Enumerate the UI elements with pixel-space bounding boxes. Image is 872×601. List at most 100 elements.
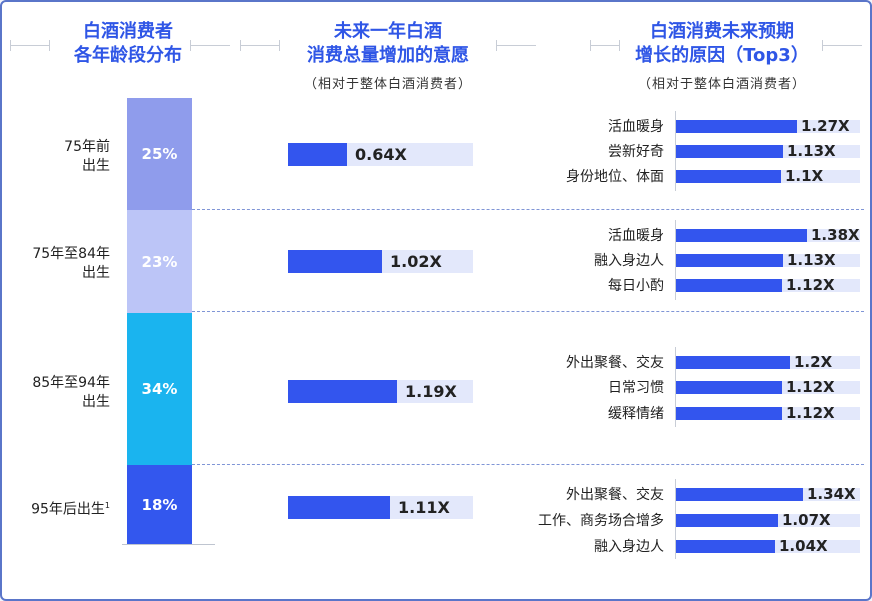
row-separator — [192, 464, 864, 465]
reason-label: 缓释情绪 — [608, 406, 664, 422]
reason-bar-track: 1.12X — [676, 276, 860, 294]
reason-axis-line — [675, 347, 676, 427]
intent-value-label: 1.02X — [390, 252, 442, 271]
reason-value-label: 1.12X — [786, 276, 835, 294]
reason-value-label: 1.27X — [801, 117, 850, 135]
reason-axis-line — [675, 479, 676, 559]
reason-label: 每日小酌 — [608, 278, 664, 294]
title-decoration-right-2 — [496, 40, 536, 51]
reason-bar-track: 1.34X — [676, 485, 860, 503]
intent-value-label: 0.64X — [355, 145, 407, 164]
reason-bar — [676, 120, 797, 133]
reason-value-label: 1.38X — [811, 226, 860, 244]
reason-value-label: 1.1X — [785, 167, 824, 185]
age-group-label: 75年至84年 出生 — [32, 245, 110, 283]
consumption-intent-title-line1: 未来一年白酒 — [334, 21, 442, 42]
reason-bar-track: 1.1X — [676, 167, 860, 185]
consumption-intent-title-line2: 消费总量增加的意愿 — [307, 45, 469, 66]
row-separator — [192, 311, 864, 312]
age-distribution-title: 白酒消费者 各年龄段分布 — [42, 20, 214, 68]
intent-bar-track: 1.02X — [288, 250, 473, 273]
reason-bar — [676, 540, 775, 553]
reason-bar — [676, 145, 783, 158]
age-share-label: 23% — [141, 252, 178, 271]
reason-label: 外出聚餐、交友 — [566, 355, 664, 371]
title-decoration-right-1 — [190, 40, 230, 51]
age-group-label: 95年后出生1 — [31, 496, 110, 520]
age-group-label-line: 95年后出生 — [31, 501, 105, 518]
reason-bar-track: 1.2X — [676, 353, 860, 371]
reason-bar — [676, 229, 807, 242]
intent-value-label: 1.11X — [398, 498, 450, 517]
age-bar-segment: 34% — [127, 313, 192, 465]
reason-value-label: 1.07X — [782, 511, 831, 529]
title-decoration-left-3 — [590, 40, 620, 51]
consumption-intent-subtitle: （相对于整体白酒消费者） — [303, 77, 472, 92]
intent-bar-track: 1.11X — [288, 496, 473, 519]
age-group-label-line: 出生 — [82, 158, 110, 174]
age-share-label: 25% — [141, 145, 178, 163]
age-group-label-line: 出生 — [82, 265, 110, 281]
growth-reasons-title-line2: 增长的原因（Top3） — [635, 45, 809, 66]
age-bar-segment: 18% — [127, 465, 192, 544]
row-separator — [192, 209, 864, 210]
reason-bar — [676, 279, 782, 292]
growth-reasons-title: 白酒消费未来预期 增长的原因（Top3） — [602, 20, 842, 68]
reason-bar-track: 1.12X — [676, 404, 860, 422]
growth-reasons-title-line1: 白酒消费未来预期 — [650, 21, 794, 42]
age-group-label-line: 75年至84年 — [32, 246, 110, 262]
consumption-intent-title: 未来一年白酒 消费总量增加的意愿 — [272, 20, 504, 68]
title-decoration-right-3 — [822, 40, 862, 51]
reason-label: 日常习惯 — [608, 380, 664, 396]
intent-bar — [288, 143, 347, 166]
reason-label: 融入身边人 — [594, 253, 664, 269]
title-decoration-left-2 — [240, 40, 280, 51]
reason-bar — [676, 381, 782, 394]
reason-bar — [676, 407, 782, 420]
intent-bar — [288, 380, 397, 403]
reason-bar — [676, 356, 790, 369]
reason-value-label: 1.13X — [787, 142, 836, 160]
age-group-label-line: 85年至94年 — [32, 375, 110, 391]
reason-label: 活血暖身 — [608, 228, 664, 244]
intent-bar — [288, 496, 390, 519]
reason-bar — [676, 170, 781, 183]
reason-value-label: 1.34X — [807, 485, 856, 503]
age-bar-segment: 25% — [127, 98, 192, 210]
age-group-label-line: 75年前 — [64, 139, 110, 155]
reason-label: 活血暖身 — [608, 119, 664, 135]
reason-bar-track: 1.12X — [676, 378, 860, 396]
reason-bar — [676, 254, 783, 267]
age-bar-segment: 23% — [127, 210, 192, 313]
reason-bar-track: 1.07X — [676, 511, 860, 529]
reason-bar — [676, 514, 778, 527]
reason-axis-line — [675, 111, 676, 191]
reason-bar-track: 1.04X — [676, 537, 860, 555]
age-distribution-title-line1: 白酒消费者 — [83, 21, 173, 42]
reason-value-label: 1.12X — [786, 404, 835, 422]
reason-label: 尝新好奇 — [608, 144, 664, 160]
reason-label: 外出聚餐、交友 — [566, 487, 664, 503]
age-group-label: 85年至94年 出生 — [32, 374, 110, 412]
reason-bar — [676, 488, 803, 501]
age-share-label: 18% — [141, 495, 178, 514]
age-bar-baseline — [122, 544, 215, 545]
age-distribution-title-line2: 各年龄段分布 — [74, 45, 182, 66]
age-group-label: 75年前 出生 — [64, 138, 110, 176]
reason-value-label: 1.12X — [786, 378, 835, 396]
reason-bar-track: 1.13X — [676, 142, 860, 160]
reason-label: 工作、商务场合增多 — [538, 513, 664, 529]
reason-axis-line — [675, 220, 676, 300]
reason-value-label: 1.13X — [787, 251, 836, 269]
reason-value-label: 1.2X — [794, 353, 833, 371]
reason-bar-track: 1.13X — [676, 251, 860, 269]
footnote-marker: 1 — [104, 501, 110, 510]
age-group-label-line: 出生 — [82, 394, 110, 410]
age-share-label: 34% — [141, 380, 178, 398]
reason-bar-track: 1.27X — [676, 117, 860, 135]
growth-reasons-subtitle: （相对于整体白酒消费者） — [637, 77, 806, 92]
reason-bar-track: 1.38X — [676, 226, 860, 244]
intent-bar-track: 1.19X — [288, 380, 473, 403]
intent-value-label: 1.19X — [405, 382, 457, 401]
